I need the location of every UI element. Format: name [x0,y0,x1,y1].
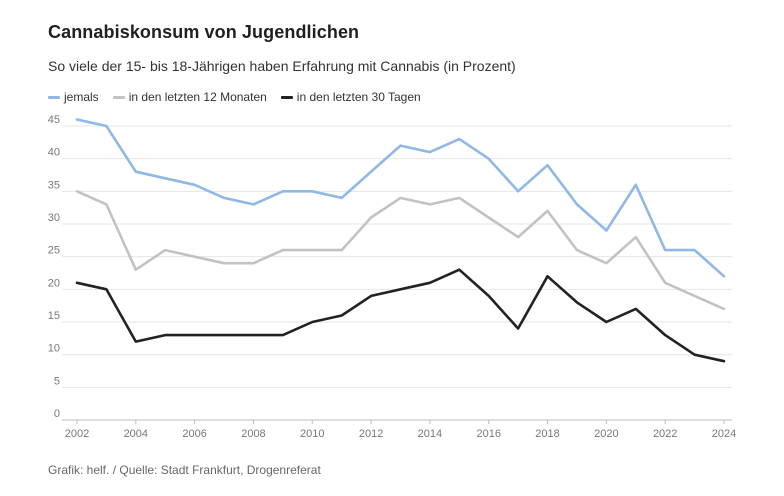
legend-item-jemals: jemals [48,90,99,104]
series-line-jemals [75,118,726,278]
legend-item-12-monate: in den letzten 12 Monaten [112,90,267,104]
y-tick-label: 25 [48,245,60,257]
y-tick-label: 0 [54,408,60,420]
y-tick-label: 45 [48,114,60,126]
y-tick-label: 10 [48,343,60,355]
legend-swatch-30-tage [280,95,293,99]
legend-swatch-12-monate [112,95,125,99]
legend-item-30-tage: in den letzten 30 Tagen [280,90,421,104]
legend-label-30-tage: in den letzten 30 Tagen [296,90,421,104]
x-tick-label: 2016 [476,428,500,440]
series-line-30-tage [75,268,726,363]
x-tick-label: 2022 [653,428,677,440]
x-tick-label: 2018 [535,428,559,440]
series-line-12-monate [75,190,726,311]
x-tick-label: 2006 [182,428,206,440]
x-tick-label: 2024 [712,428,736,440]
x-tick-label: 2020 [594,428,618,440]
chart-subtitle: So viele der 15- bis 18-Jährigen haben E… [48,58,516,74]
x-tick-label: 2012 [359,428,383,440]
y-tick-label: 15 [48,310,60,322]
y-tick-label: 40 [48,147,60,159]
y-tick-label: 30 [48,212,60,224]
legend: jemals in den letzten 12 Monaten in den … [48,90,435,104]
legend-label-12-monate: in den letzten 12 Monaten [128,90,267,104]
x-tick-label: 2014 [418,428,442,440]
legend-label-jemals: jemals [64,90,99,104]
x-tick-label: 2010 [300,428,324,440]
x-tick-label: 2002 [65,428,89,440]
chart-title: Cannabiskonsum von Jugendlichen [48,22,360,42]
source-note: Grafik: helf. / Quelle: Stadt Frankfurt,… [48,463,321,477]
x-tick-label: 2008 [241,428,265,440]
y-tick-label: 5 [54,375,60,387]
legend-swatch-jemals [48,95,60,99]
x-tick-label: 2004 [124,428,148,440]
y-tick-label: 35 [48,179,60,191]
y-tick-label: 20 [48,277,60,289]
